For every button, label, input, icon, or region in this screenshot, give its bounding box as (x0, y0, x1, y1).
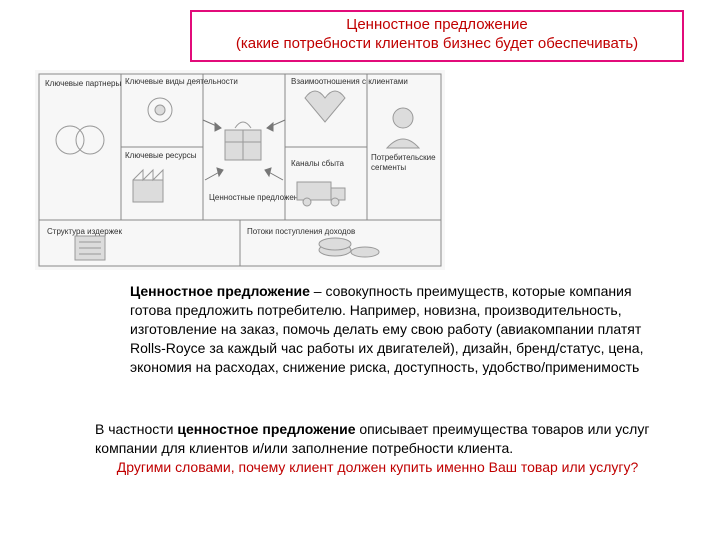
paragraph-definition: Ценностное предложение – совокупность пр… (130, 282, 660, 376)
para2-pre: В частности (95, 421, 177, 437)
label-key-partners: Ключевые партнеры (45, 79, 121, 88)
title-box: Ценностное предложение (какие потребност… (190, 10, 684, 62)
label-revenue: Потоки поступления доходов (247, 227, 355, 236)
canvas-diagram: Ключевые партнеры Ключевые виды деятельн… (35, 70, 445, 270)
para2-bold: ценностное предложение (177, 421, 355, 437)
para1-lead: Ценностное предложение (130, 283, 310, 299)
label-costs: Структура издержек (47, 227, 123, 236)
paragraph-explain: В частности ценностное предложение описы… (95, 420, 660, 477)
slide: Ценностное предложение (какие потребност… (0, 0, 720, 540)
title-line1: Ценностное предложение (346, 16, 528, 33)
label-relationships: Взаимоотношения с клиентами (291, 77, 408, 86)
title-line2: (какие потребности клиентов бизнес будет… (236, 35, 638, 52)
para2-redline: Другими словами, почему клиент должен ку… (95, 458, 660, 477)
label-channels: Каналы сбыта (291, 159, 345, 168)
label-key-resources: Ключевые ресурсы (125, 151, 197, 160)
label-key-activities: Ключевые виды деятельности (125, 77, 238, 86)
label-value-prop: Ценностные предложения (209, 193, 307, 202)
